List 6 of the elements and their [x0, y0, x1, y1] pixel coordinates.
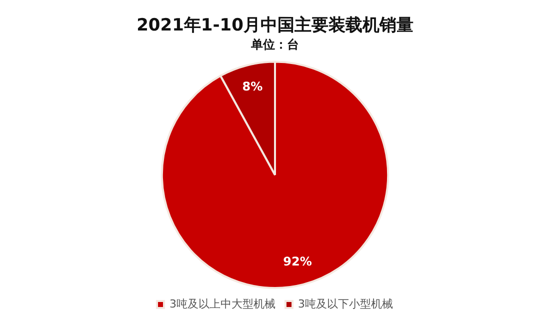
legend-label: 3吨及以下小型机械: [298, 297, 393, 310]
data-label: 92%: [283, 254, 312, 269]
chart-subtitle: 单位：台: [250, 38, 299, 52]
chart-title: 2021年1-10月中国主要装载机销量: [136, 16, 414, 36]
legend-label: 3吨及以上中大型机械: [170, 297, 276, 310]
data-label: 8%: [242, 79, 263, 94]
